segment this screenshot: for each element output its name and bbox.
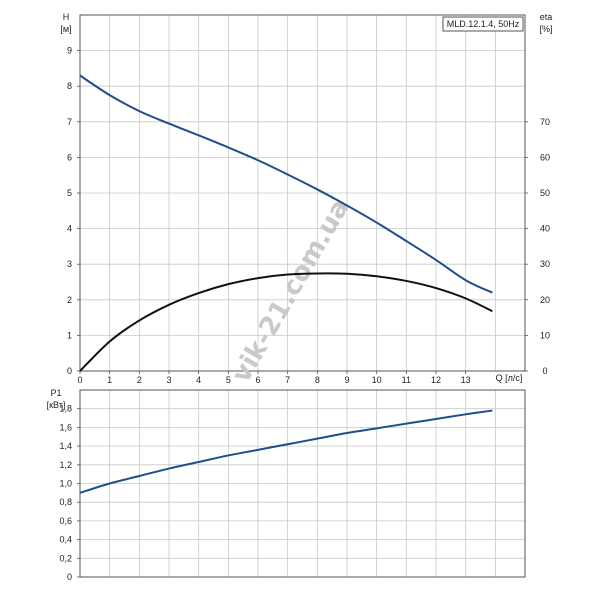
- x-tick-label: 13: [461, 375, 471, 385]
- x-tick-label: 12: [431, 375, 441, 385]
- y-tick-label: 7: [67, 117, 72, 127]
- power-chart-series: [79, 409, 493, 494]
- y-tick-label: 0: [67, 366, 72, 376]
- y2-tick-label: 30: [540, 259, 550, 269]
- y-tick-label: 1,4: [59, 441, 72, 451]
- y-tick-label: 8: [67, 81, 72, 91]
- y-tick-label: 9: [67, 46, 72, 56]
- y-tick-label: 5: [67, 188, 72, 198]
- chart-title-box: [442, 16, 524, 32]
- y2-tick-label: 40: [540, 224, 550, 234]
- flow-axis-ticks: 0 1 2 3 4 5 6 7 8 9 10 11 12 13: [77, 371, 471, 385]
- y2-tick-label: 50: [540, 188, 550, 198]
- head-axis-ticks: 0 1 2 3 4 5 6 7 8 9: [67, 46, 80, 376]
- y2-tick-label: 10: [540, 330, 550, 340]
- power-chart: 0 0,2 0,4 0,6 0,8 1,0 1,2 1,4 1,6 1,8 P1 [кВт]: [47, 388, 526, 582]
- head-curve: [79, 74, 493, 294]
- x-tick-label: 8: [315, 375, 320, 385]
- power-curve: [79, 409, 493, 494]
- x-tick-label: 3: [166, 375, 171, 385]
- watermark: vik-21.com.ua: [227, 194, 356, 388]
- y2-tick-label: 70: [540, 117, 550, 127]
- y-tick-label: 1,6: [59, 422, 72, 432]
- y-tick-label: 1,8: [59, 404, 72, 414]
- efficiency-axis-label-line1: eta: [540, 12, 553, 22]
- chart-title: MLD.12.1.4, 50Hz: [447, 19, 520, 29]
- x-tick-label: 9: [344, 375, 349, 385]
- x-tick-label: 0: [77, 375, 82, 385]
- y-tick-label: 1: [67, 330, 72, 340]
- x-tick-label: 6: [255, 375, 260, 385]
- power-axis-label-line2: [кВт]: [47, 400, 66, 410]
- flow-axis-label: Q [л/с]: [496, 373, 523, 383]
- y-tick-label: 0: [67, 572, 72, 582]
- y-tick-label: 6: [67, 152, 72, 162]
- y2-tick-label: 60: [540, 152, 550, 162]
- x-tick-label: 11: [402, 375, 411, 385]
- y-tick-label: 2: [67, 295, 72, 305]
- efficiency-curve: [79, 272, 493, 372]
- y-tick-label: 0,2: [59, 553, 72, 563]
- y-tick-label: 1,2: [59, 460, 72, 470]
- x-tick-label: 1: [107, 375, 112, 385]
- x-tick-label: 4: [196, 375, 201, 385]
- head-chart-grid: [80, 15, 525, 371]
- x-tick-label: 5: [226, 375, 231, 385]
- y-tick-label: 0,8: [59, 497, 72, 507]
- y-tick-label: 4: [67, 224, 72, 234]
- head-axis-label-line1: H: [63, 12, 70, 22]
- y-tick-label: 1,0: [59, 479, 72, 489]
- power-chart-grid: [80, 390, 525, 577]
- power-axis-label-line1: P1: [50, 388, 61, 398]
- x-tick-label: 7: [285, 375, 290, 385]
- y-tick-label: 0,4: [59, 535, 72, 545]
- head-chart-series: [79, 74, 493, 372]
- x-tick-label: 2: [137, 375, 142, 385]
- x-tick-label: 10: [372, 375, 382, 385]
- y-tick-label: 0,6: [59, 516, 72, 526]
- power-axis-ticks: 0 0,2 0,4 0,6 0,8 1,0 1,2 1,4 1,6 1,8: [59, 404, 80, 582]
- efficiency-axis-ticks: 0 10 20 30 40 50 60 70: [525, 117, 550, 376]
- y-tick-label: 3: [67, 259, 72, 269]
- efficiency-axis-label-line2: [%]: [539, 24, 552, 34]
- head-axis-label-line2: [м]: [60, 24, 71, 34]
- y2-tick-label: 0: [542, 366, 547, 376]
- y2-tick-label: 20: [540, 295, 550, 305]
